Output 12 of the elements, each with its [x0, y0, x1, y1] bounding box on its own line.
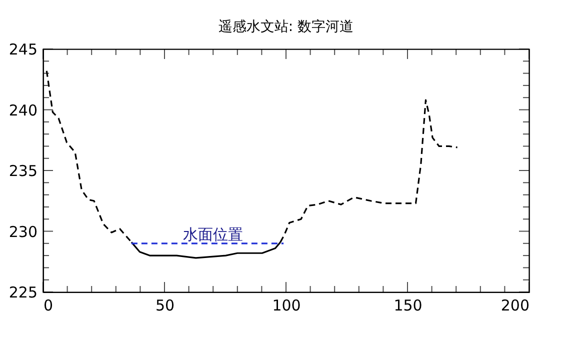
- chart-title: 遥感水文站: 数字河道: [218, 19, 354, 35]
- x-tick-label: 0: [44, 296, 54, 314]
- y-tick-label: 235: [8, 162, 38, 180]
- x-tick-label: 50: [155, 296, 175, 314]
- annotation: 水面位置: [183, 225, 244, 244]
- y-tick-label: 225: [8, 284, 38, 302]
- x-tick-label: 150: [394, 296, 422, 314]
- y-tick-label: 240: [8, 101, 38, 120]
- x-tick-label: 100: [272, 296, 301, 314]
- x-tick-label: 200: [500, 296, 530, 314]
- y-tick-label: 230: [8, 222, 38, 241]
- y-tick-label: 245: [8, 40, 38, 58]
